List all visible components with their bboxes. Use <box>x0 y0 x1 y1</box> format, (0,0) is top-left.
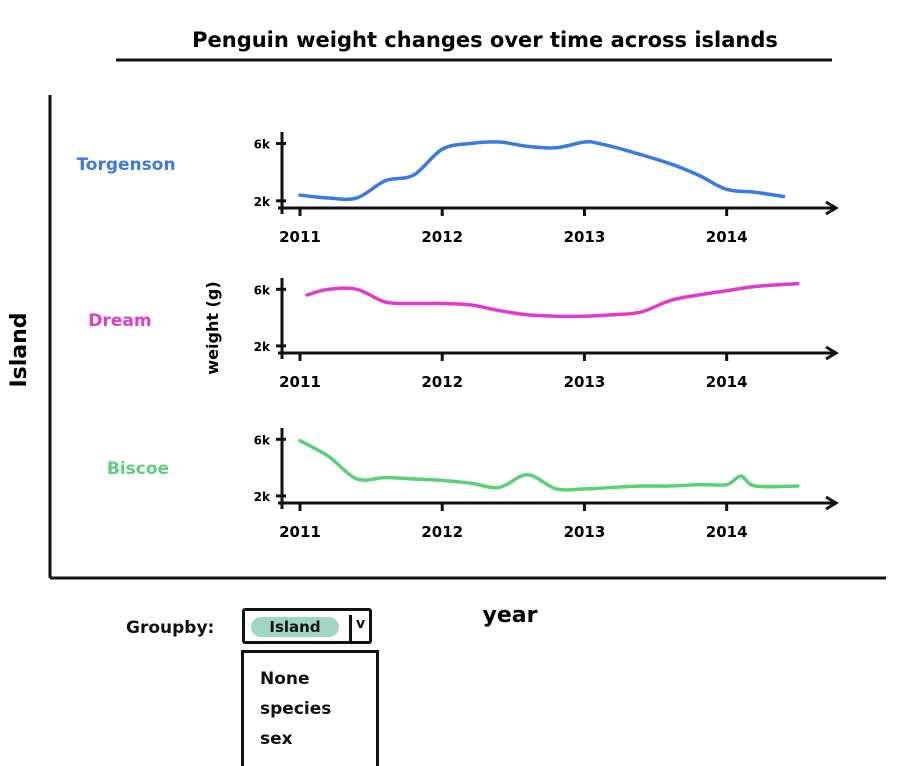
x-tick-label: 2013 <box>564 523 606 541</box>
groupby-control: Groupby: Island v <box>126 606 386 646</box>
x-axis-arrow <box>825 200 839 216</box>
panel-torgenson: Torgenson 6k 2k 2011 2012 2013 2014 <box>76 132 839 246</box>
series-label-torgenson: Torgenson <box>76 155 175 175</box>
panel-biscoe: Biscoe 6k 2k 2011 2012 2013 2014 <box>107 428 839 541</box>
x-tick-label: 2013 <box>564 373 606 391</box>
y-tick-label: 6k <box>254 433 271 447</box>
x-tick-label: 2014 <box>706 523 748 541</box>
series-label-dream: Dream <box>88 311 151 331</box>
series-line-torgenson <box>298 140 786 202</box>
groupby-option-species[interactable]: species <box>260 699 332 719</box>
y-tick-label: 6k <box>254 283 271 297</box>
panel-dream: Dream 6k 2k 2011 2012 2013 2014 <box>88 278 839 391</box>
x-axis-arrow <box>825 345 839 361</box>
x-tick-label: 2011 <box>279 228 321 246</box>
groupby-select[interactable]: Island v <box>242 608 372 644</box>
groupby-label: Groupby: <box>126 618 215 638</box>
groupby-option-none[interactable]: None <box>260 669 310 689</box>
groupby-option-sex[interactable]: sex <box>260 729 293 749</box>
chart-title: Penguin weight changes over time across … <box>192 28 778 52</box>
y-tick-label: 2k <box>254 195 271 209</box>
series-label-biscoe: Biscoe <box>107 459 169 479</box>
groupby-selected-value: Island <box>251 617 339 637</box>
x-axis-arrow <box>825 495 839 511</box>
groupby-divider <box>349 615 352 641</box>
series-line-dream <box>305 281 800 319</box>
x-tick-label: 2011 <box>279 373 321 391</box>
y-tick-label: 2k <box>254 340 271 354</box>
series-line-biscoe <box>298 438 800 492</box>
x-tick-label: 2011 <box>279 523 321 541</box>
x-tick-label: 2014 <box>706 228 748 246</box>
x-tick-label: 2012 <box>421 523 463 541</box>
y-tick-label: 6k <box>254 137 271 151</box>
groupby-dropdown-menu: None species sex <box>241 650 379 766</box>
chevron-down-icon[interactable]: v <box>356 616 366 632</box>
x-tick-label: 2012 <box>421 373 463 391</box>
x-tick-label: 2014 <box>706 373 748 391</box>
y-axis-label: weight (g) <box>203 281 222 374</box>
group-axis-label: Island <box>7 312 32 387</box>
y-tick-label: 2k <box>254 490 271 504</box>
x-tick-label: 2013 <box>564 228 606 246</box>
x-tick-label: 2012 <box>421 228 463 246</box>
x-axis-label: year <box>483 603 538 628</box>
